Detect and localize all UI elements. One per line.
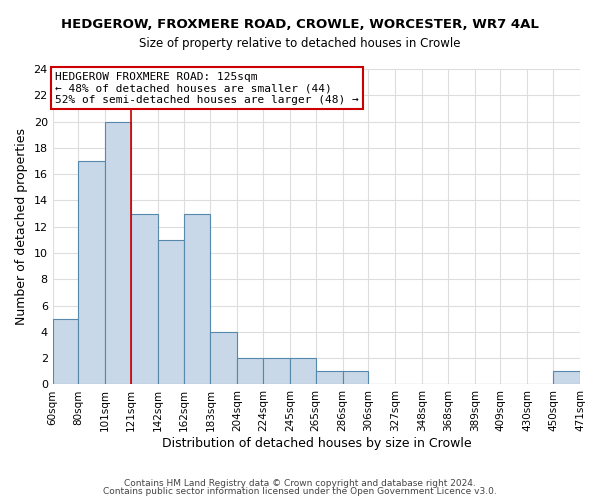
Text: Contains HM Land Registry data © Crown copyright and database right 2024.: Contains HM Land Registry data © Crown c… <box>124 478 476 488</box>
Text: Size of property relative to detached houses in Crowle: Size of property relative to detached ho… <box>139 38 461 51</box>
Bar <box>238 358 263 384</box>
Bar <box>79 161 105 384</box>
Bar <box>263 358 290 384</box>
Bar <box>131 214 158 384</box>
Bar <box>158 240 184 384</box>
Bar <box>211 332 238 384</box>
Bar <box>316 372 343 384</box>
Bar <box>343 372 368 384</box>
Bar <box>105 122 131 384</box>
Y-axis label: Number of detached properties: Number of detached properties <box>15 128 28 325</box>
Text: HEDGEROW FROXMERE ROAD: 125sqm
← 48% of detached houses are smaller (44)
52% of : HEDGEROW FROXMERE ROAD: 125sqm ← 48% of … <box>55 72 359 105</box>
Bar <box>53 318 79 384</box>
Bar <box>290 358 316 384</box>
X-axis label: Distribution of detached houses by size in Crowle: Distribution of detached houses by size … <box>161 437 471 450</box>
Text: HEDGEROW, FROXMERE ROAD, CROWLE, WORCESTER, WR7 4AL: HEDGEROW, FROXMERE ROAD, CROWLE, WORCEST… <box>61 18 539 30</box>
Bar <box>553 372 580 384</box>
Bar <box>184 214 211 384</box>
Text: Contains public sector information licensed under the Open Government Licence v3: Contains public sector information licen… <box>103 487 497 496</box>
